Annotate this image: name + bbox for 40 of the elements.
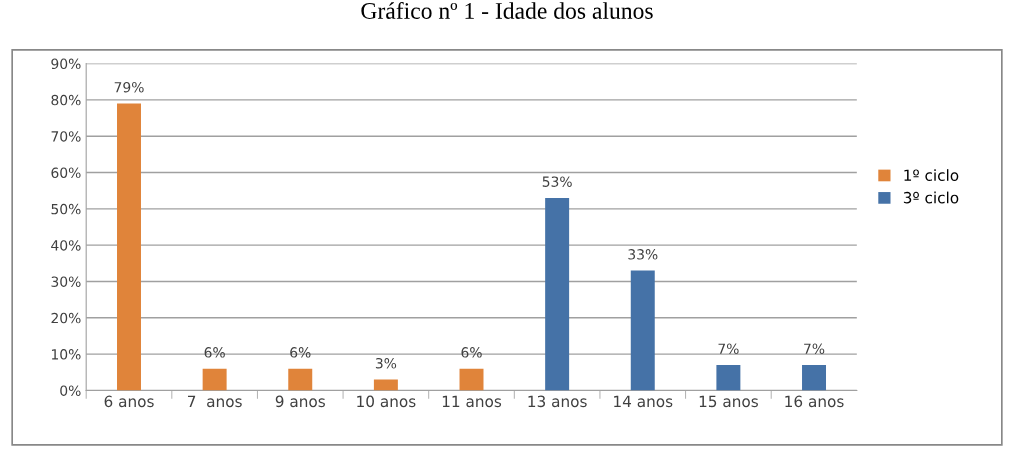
y-tick-label: 10%	[51, 349, 81, 360]
y-tick-label: 80%	[51, 94, 81, 106]
y-tick-label: 20%	[51, 312, 81, 324]
data-label: 33%	[628, 249, 658, 260]
bar	[459, 368, 484, 391]
legend-label: 1º ciclo	[904, 169, 959, 181]
bar	[117, 103, 141, 391]
bar	[202, 368, 227, 391]
x-tick-label: 16 anos	[785, 395, 844, 408]
y-tick-label: 60%	[51, 167, 81, 178]
y-tick-label: 40%	[51, 240, 81, 251]
y-tick-label: 50%	[51, 203, 81, 215]
legend-label: 3º ciclo	[903, 191, 959, 204]
bar	[545, 197, 570, 391]
x-tick-label: 15 anos	[699, 395, 758, 408]
bar	[716, 365, 741, 391]
chart-title: Gráfico nº 1 - Idade dos alunos	[361, 2, 653, 19]
x-tick-label: 10 anos	[357, 395, 416, 408]
data-label: 53%	[542, 176, 572, 187]
y-tick-label: 90%	[51, 58, 81, 70]
x-tick-label: 11 anos	[442, 395, 502, 408]
y-tick-label: 30%	[51, 276, 81, 287]
data-label: 3%	[375, 358, 397, 369]
data-label: 79%	[114, 81, 144, 93]
data-label: 6%	[461, 347, 482, 358]
bar	[802, 365, 826, 391]
x-tick-label: 6 anos	[104, 395, 154, 408]
data-label: 6%	[290, 347, 311, 358]
x-tick-label: 7 anos	[187, 395, 242, 408]
data-label: 6%	[204, 347, 225, 358]
x-tick-label: 14 anos	[614, 395, 673, 408]
data-label: 7%	[804, 343, 825, 354]
bar	[630, 270, 655, 391]
bar	[288, 368, 313, 391]
data-label: 7%	[718, 343, 739, 354]
x-tick-label: 13 anos	[528, 395, 587, 408]
y-tick-label: 0%	[60, 385, 81, 396]
bar	[373, 379, 398, 391]
y-tick-label: 70%	[51, 131, 81, 142]
x-tick-label: 9 anos	[275, 395, 325, 408]
